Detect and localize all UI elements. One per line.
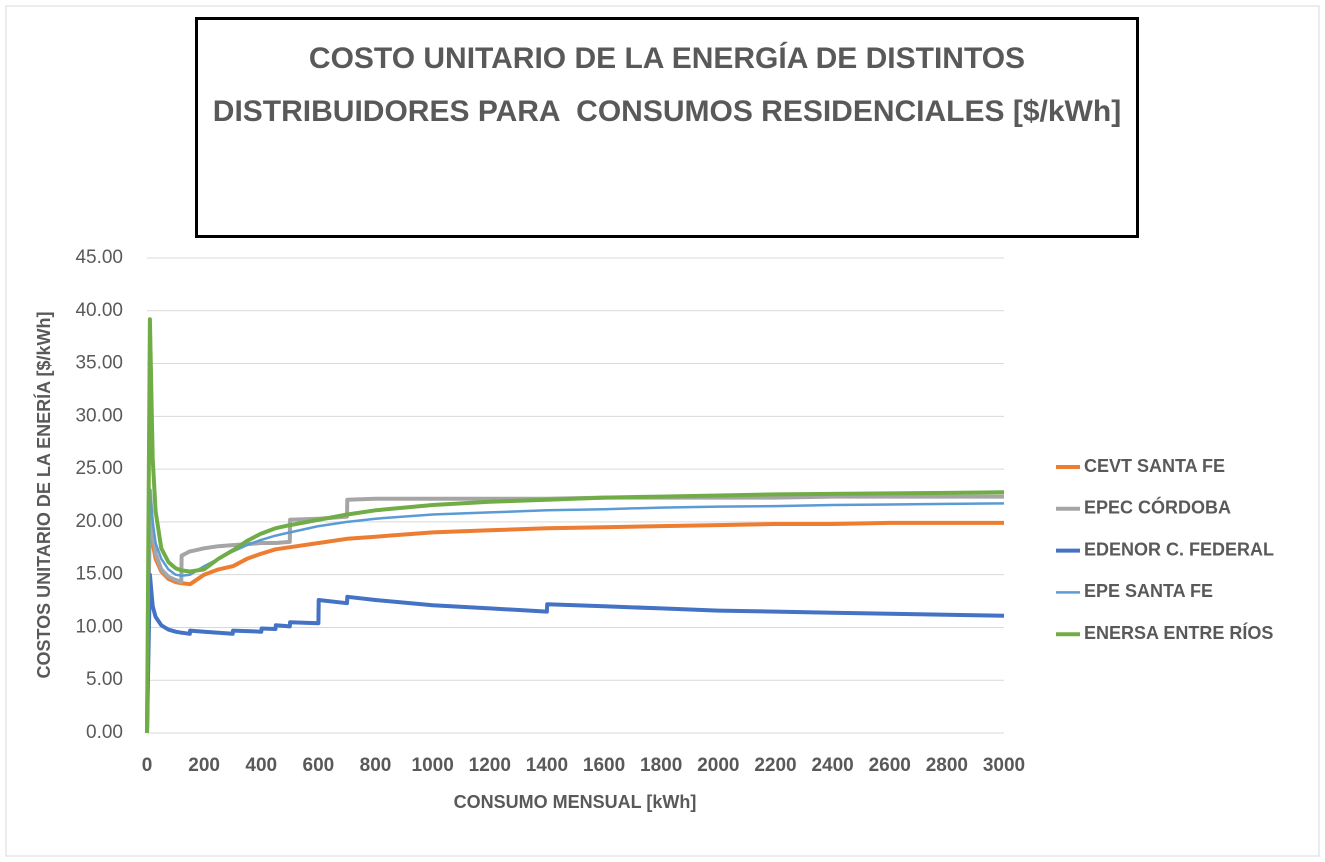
title-box: COSTO UNITARIO DE LA ENERGÍA DE DISTINTO…: [195, 17, 1139, 238]
series-line: [145, 317, 1005, 734]
x-tick-label: 2400: [811, 755, 853, 776]
y-tick-label: 20.00: [75, 511, 123, 532]
x-tick-label: 2200: [754, 755, 796, 776]
x-tick-label: 2800: [926, 755, 968, 776]
series-line: [145, 488, 1005, 734]
y-tick-label: 30.00: [75, 405, 123, 426]
legend-label: EPEC CÓRDOBA: [1084, 497, 1231, 518]
y-tick-label: 15.00: [75, 564, 123, 585]
x-tick-label: 200: [188, 755, 220, 776]
chart-border: [5, 5, 1320, 857]
x-axis-label: CONSUMO MENSUAL [kWh]: [454, 792, 697, 812]
legend-label: EPE SANTA FE: [1084, 581, 1213, 601]
x-tick-label: 1800: [640, 755, 682, 776]
y-axis-label: COSTOS UNITARIO DE LA ENERÍA [$/kWh]: [33, 311, 54, 678]
x-tick-label: 2600: [869, 755, 911, 776]
y-tick-label: 40.00: [75, 300, 123, 321]
x-tick-label: 3000: [983, 755, 1025, 776]
x-tick-label: 0: [142, 755, 153, 776]
y-tick-label: 45.00: [75, 247, 123, 268]
y-tick-label: 0.00: [86, 722, 123, 743]
chart-title: COSTO UNITARIO DE LA ENERGÍA DE DISTINTO…: [212, 42, 1122, 128]
y-tick-label: 10.00: [75, 616, 123, 637]
legend-label: CEVT SANTA FE: [1084, 456, 1225, 476]
series-line: [145, 572, 1005, 734]
legend-label: EDENOR C. FEDERAL: [1084, 539, 1274, 559]
legend-label: ENERSA ENTRE RÍOS: [1084, 622, 1273, 643]
x-tick-label: 1600: [583, 755, 625, 776]
x-tick-label: 1200: [469, 755, 511, 776]
y-tick-label: 35.00: [75, 353, 123, 374]
x-tick-label: 1400: [526, 755, 568, 776]
x-tick-label: 400: [245, 755, 277, 776]
y-tick-label: 5.00: [86, 669, 123, 690]
y-tick-label: 25.00: [75, 458, 123, 479]
x-tick-label: 800: [360, 755, 392, 776]
x-tick-label: 1000: [412, 755, 454, 776]
x-tick-label: 600: [303, 755, 335, 776]
x-tick-label: 2000: [697, 755, 739, 776]
